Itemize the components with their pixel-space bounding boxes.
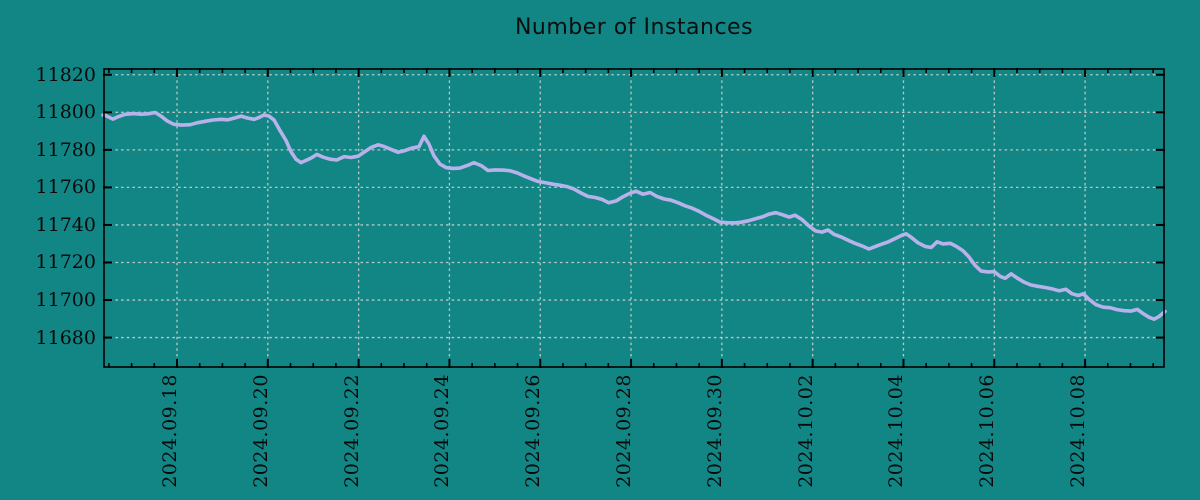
plot-area: [101, 68, 1167, 368]
x-axis-tick-label: 2024.10.04: [885, 374, 908, 488]
chart-title: Number of Instances: [514, 15, 754, 40]
y-axis-tick-label: 11760: [35, 176, 96, 199]
y-axis-tick-label: 11680: [35, 326, 96, 349]
x-axis-tick-label: 2024.09.22: [340, 374, 363, 488]
y-axis-tick-label: 11740: [35, 213, 96, 236]
x-axis-tick-label: 2024.09.28: [613, 374, 636, 488]
data-line: [101, 110, 1167, 321]
x-axis-tick-label: 2024.10.08: [1067, 374, 1090, 488]
x-axis-tick-label: 2024.09.24: [431, 374, 454, 488]
y-axis-tick-label: 11780: [35, 138, 96, 161]
y-axis-tick-label: 11820: [35, 63, 96, 86]
x-axis-tick-label: 2024.09.18: [159, 374, 181, 488]
y-axis-tick-label: 11700: [35, 289, 96, 312]
x-axis-tick-label: 2024.10.02: [794, 374, 817, 488]
y-axis-tick-label: 11800: [35, 101, 96, 124]
y-axis-tick-label: 11720: [35, 251, 96, 274]
x-axis-tick-label: 2024.09.26: [522, 374, 545, 488]
x-axis-tick-label: 2024.09.30: [703, 374, 726, 488]
plot-frame: [103, 68, 1165, 368]
x-axis-tick-label: 2024.10.06: [976, 374, 999, 488]
x-axis-tick-label: 2024.09.20: [249, 374, 272, 488]
